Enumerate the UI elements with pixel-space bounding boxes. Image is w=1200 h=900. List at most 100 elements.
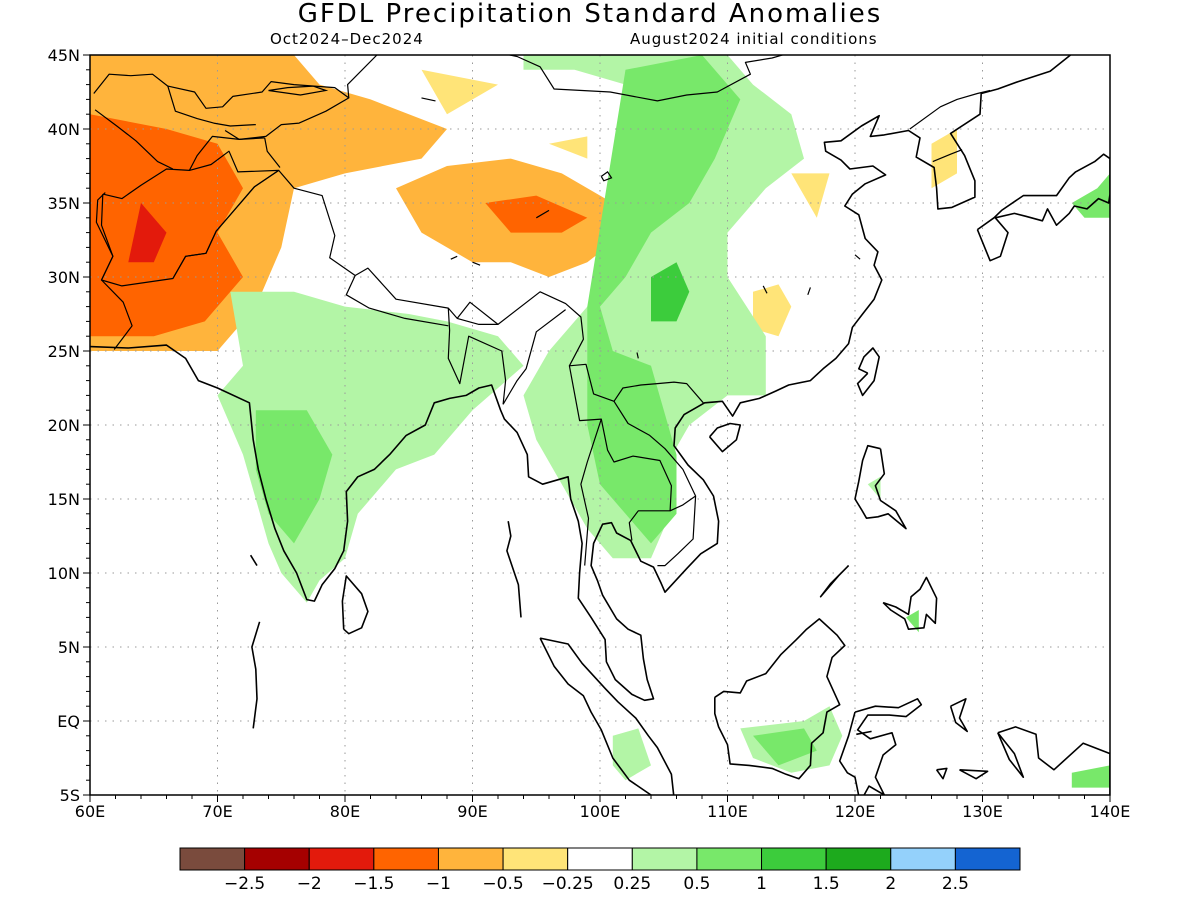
country-border bbox=[568, 365, 673, 541]
coastline bbox=[90, 55, 1071, 702]
colorbar-label: −1.5 bbox=[353, 874, 394, 894]
lake-outline bbox=[450, 255, 458, 260]
country-border bbox=[447, 308, 507, 405]
coastline bbox=[856, 347, 881, 397]
coastline bbox=[249, 554, 258, 567]
anomaly-region-8 bbox=[753, 284, 792, 337]
colorbar-label: 2 bbox=[885, 874, 896, 894]
colorbar-swatch bbox=[890, 847, 956, 871]
colorbar-label: 0.25 bbox=[613, 874, 651, 894]
longitude-labels: 60E 70E 80E 90E 100E 110E 120E 130E 140E bbox=[75, 802, 1131, 821]
figure-title: GFDL Precipitation Standard Anomalies bbox=[298, 0, 883, 29]
coastline bbox=[997, 726, 1110, 795]
anomaly-region-5 bbox=[485, 195, 588, 233]
lake-outline bbox=[807, 287, 811, 295]
colorbar-label: −2.5 bbox=[224, 874, 265, 894]
colorbar-label: 1.5 bbox=[813, 874, 840, 894]
colorbar-label: −0.25 bbox=[542, 874, 594, 894]
colorbar-label: 0.5 bbox=[683, 874, 710, 894]
coastline bbox=[539, 637, 675, 795]
latitude-labels: 45N 40N 35N 30N 25N 20N 15N 10N 5N EQ 5S bbox=[48, 46, 80, 805]
coastline bbox=[819, 565, 850, 598]
lat-label: 25N bbox=[48, 342, 80, 361]
country-border bbox=[172, 169, 280, 279]
coastline bbox=[949, 697, 969, 733]
country-border bbox=[580, 418, 602, 566]
country-border bbox=[264, 137, 281, 168]
lat-label: 30N bbox=[48, 268, 80, 287]
forecast-period: Oct2024–Dec2024 bbox=[270, 30, 424, 48]
map-panel: 60E 70E 80E 90E 100E 110E 120E 130E 140E 45N 40N 3… bbox=[48, 46, 1131, 821]
lat-label: 20N bbox=[48, 416, 80, 435]
lat-label: 40N bbox=[48, 120, 80, 139]
anomaly-shading bbox=[90, 55, 1110, 788]
lon-label: 120E bbox=[835, 802, 876, 821]
lake-outline bbox=[535, 209, 550, 219]
country-border bbox=[93, 73, 256, 127]
lake-outline bbox=[636, 352, 639, 359]
anomaly-region-20 bbox=[906, 610, 919, 633]
lon-label: 80E bbox=[330, 802, 360, 821]
colorbar bbox=[179, 847, 1021, 871]
colorbar-swatch bbox=[502, 847, 569, 871]
coastline bbox=[976, 153, 1110, 262]
coastline bbox=[935, 767, 948, 780]
colorbar-label: 2.5 bbox=[942, 874, 969, 894]
country-border bbox=[457, 317, 498, 325]
country-border bbox=[94, 109, 174, 170]
colorbar-swatch bbox=[179, 847, 246, 871]
coastline bbox=[708, 422, 742, 453]
country-border bbox=[345, 275, 449, 327]
axis-ticks bbox=[83, 54, 1111, 802]
lon-label: 110E bbox=[707, 802, 748, 821]
lon-label: 60E bbox=[75, 802, 105, 821]
lon-label: 90E bbox=[457, 802, 487, 821]
country-border bbox=[613, 400, 697, 567]
colorbar-swatch bbox=[373, 847, 439, 871]
coastline bbox=[713, 618, 846, 780]
lake-outline bbox=[472, 261, 481, 266]
lon-label: 100E bbox=[580, 802, 621, 821]
lat-label: 5S bbox=[60, 786, 80, 805]
lat-label: 35N bbox=[48, 194, 80, 213]
colorbar-swatch bbox=[308, 847, 375, 871]
lon-label: 140E bbox=[1090, 802, 1131, 821]
colorbar-swatch bbox=[244, 847, 310, 871]
colorbar-label: −2 bbox=[297, 874, 322, 894]
colorbar-label: −1 bbox=[426, 874, 451, 894]
lake-outline bbox=[268, 85, 329, 96]
anomaly-region-13 bbox=[587, 55, 741, 544]
anomaly-region-17 bbox=[1071, 173, 1110, 218]
anomaly-region-19 bbox=[1071, 765, 1110, 788]
country-border bbox=[188, 135, 265, 171]
colorbar-swatch bbox=[825, 847, 892, 871]
coastline bbox=[856, 730, 872, 736]
colorbar-swatch bbox=[631, 847, 698, 871]
country-border bbox=[506, 55, 785, 102]
lat-label: 5N bbox=[58, 638, 80, 657]
coastline bbox=[251, 621, 261, 729]
lon-label: 130E bbox=[962, 802, 1003, 821]
coastline bbox=[854, 444, 907, 530]
lake-outline bbox=[421, 97, 436, 102]
anomaly-region-1 bbox=[90, 114, 243, 337]
anomaly-region-9 bbox=[931, 129, 957, 189]
colorbar-swatch bbox=[761, 847, 827, 871]
lon-label: 70E bbox=[202, 802, 232, 821]
anomaly-region-18 bbox=[612, 728, 651, 781]
coastlines-and-borders bbox=[90, 55, 1110, 795]
colorbar-label: 1 bbox=[756, 874, 767, 894]
country-border bbox=[909, 89, 991, 130]
lake-outline bbox=[762, 285, 768, 294]
colorbar-swatch bbox=[954, 847, 1021, 871]
anomaly-region-2 bbox=[128, 203, 167, 263]
lake-outline bbox=[600, 171, 613, 182]
anomaly-region-3 bbox=[421, 69, 498, 115]
anomaly-region-16 bbox=[753, 728, 817, 766]
country-border bbox=[932, 149, 963, 163]
colorbar-labels: −2.5 −2 −1.5 −1 −0.5 −0.25 0.25 0.5 1 1.5 2 2.5 bbox=[224, 874, 969, 894]
colorbar-swatch bbox=[567, 847, 633, 871]
coastline bbox=[997, 732, 1025, 779]
lat-label: 10N bbox=[48, 564, 80, 583]
